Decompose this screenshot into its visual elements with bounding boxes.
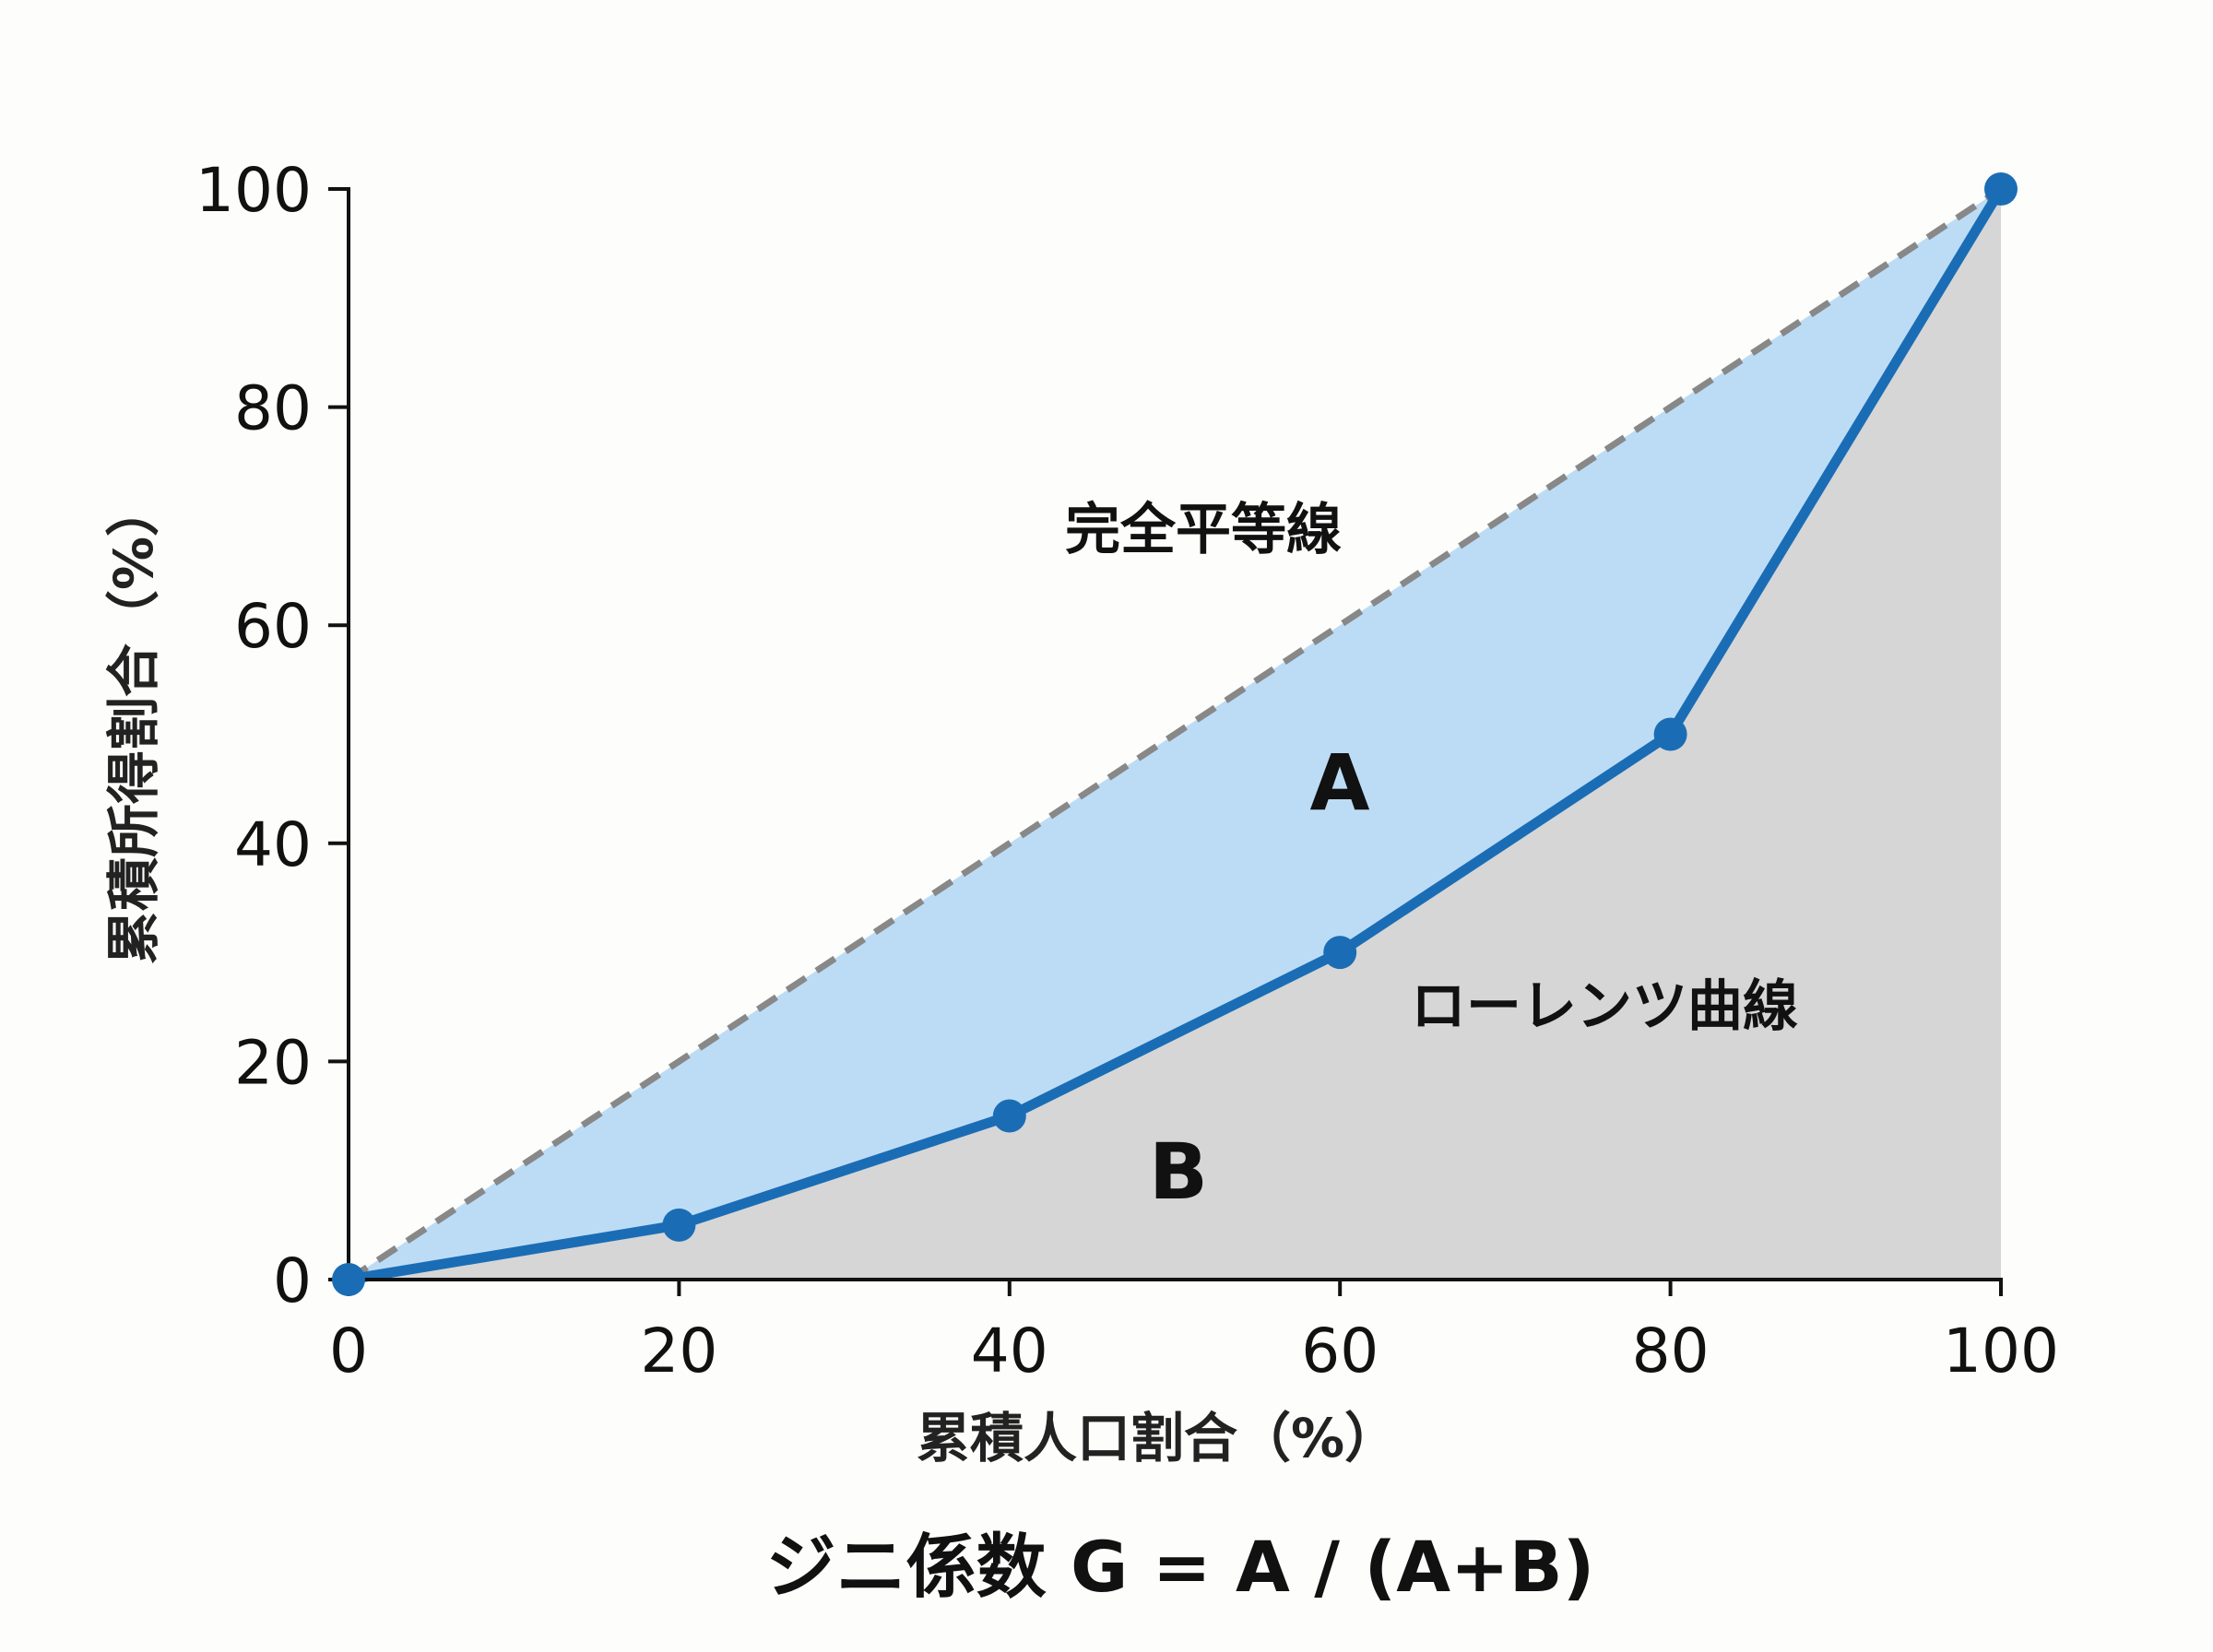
x-tick-label: 100	[1943, 1316, 2059, 1386]
x-tick-label: 40	[971, 1316, 1048, 1386]
y-tick-label: 60	[234, 591, 312, 662]
region-b-fill	[349, 189, 2001, 1280]
y-tick-label: 40	[234, 809, 312, 880]
lorenz-point	[1323, 936, 1357, 970]
equality-line	[347, 186, 2003, 1282]
lorenz-points	[332, 172, 2018, 1296]
equality-line-label: 完全平等線	[1065, 498, 1342, 562]
x-axis-title: 累積人口割合（%）	[917, 1407, 1398, 1469]
lorenz-curve-label: ローレンツ曲線	[1411, 974, 1798, 1039]
lorenz-point	[992, 1099, 1026, 1133]
lorenz-curve-line	[348, 186, 2006, 1285]
y-tick-label: 100	[195, 155, 312, 226]
tick-labels: 0 20 40 60 80 100 0 20 40 60 80 100	[195, 155, 2059, 1386]
gini-formula: ジニ係数 G = A / (A+B)	[766, 1526, 1595, 1608]
lorenz-point	[1984, 172, 2018, 206]
x-tick-label: 80	[1632, 1316, 1710, 1386]
y-tick-label: 20	[234, 1027, 312, 1098]
x-tick-label: 20	[640, 1316, 717, 1386]
y-axis-title: 累積所得割合（%）	[102, 483, 165, 964]
x-tick-label: 60	[1301, 1316, 1379, 1386]
y-tick-label: 80	[234, 373, 312, 444]
lorenz-point	[662, 1208, 696, 1242]
region-a-label: A	[1309, 738, 1369, 828]
lorenz-point	[1653, 717, 1687, 751]
x-tick-label: 0	[329, 1316, 368, 1386]
lorenz-point	[332, 1263, 365, 1296]
region-b-label: B	[1149, 1127, 1208, 1217]
y-tick-label: 0	[273, 1245, 312, 1316]
